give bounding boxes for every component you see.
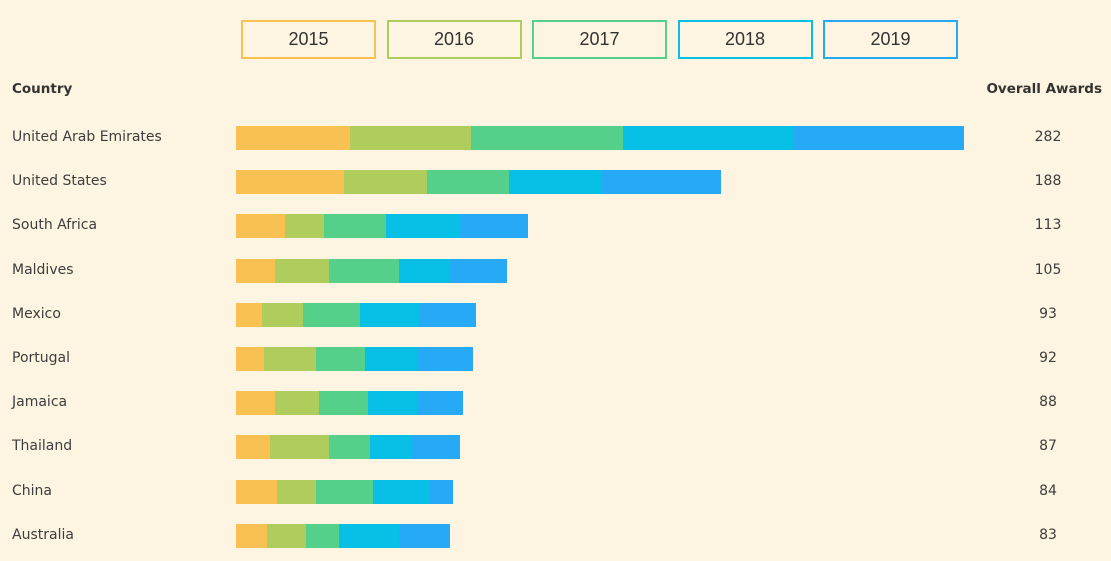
bar-segment-2019[interactable]	[419, 302, 476, 327]
bar-segment-2015[interactable]	[236, 302, 262, 327]
bar-segment-2019[interactable]	[398, 523, 451, 548]
bar-segment-2017[interactable]	[315, 479, 373, 504]
stacked-bar[interactable]	[236, 302, 476, 327]
bar-segment-2015[interactable]	[236, 126, 350, 150]
bar-segment-2019[interactable]	[450, 258, 507, 283]
stacked-bar[interactable]	[236, 435, 461, 460]
bar-segment-2015[interactable]	[236, 523, 267, 548]
bar-segment-2018[interactable]	[370, 435, 412, 460]
bar-segment-2018[interactable]	[367, 391, 417, 416]
bar-segment-2017[interactable]	[470, 126, 623, 150]
bar-segment-2017[interactable]	[426, 170, 510, 195]
bar-segment-2017[interactable]	[315, 347, 365, 371]
country-label: Mexico	[12, 305, 61, 322]
stacked-bar[interactable]	[236, 214, 528, 239]
stacked-bar[interactable]	[236, 391, 464, 416]
bar-segment-2018[interactable]	[364, 347, 417, 371]
bar-segment-2015[interactable]	[236, 435, 270, 460]
country-label: United Arab Emirates	[12, 129, 162, 145]
country-label: United States	[12, 173, 107, 190]
stacked-bar[interactable]	[236, 126, 964, 150]
overall-awards-value: 84	[1039, 482, 1057, 499]
country-label: Portugal	[12, 350, 70, 366]
overall-awards-value: 87	[1039, 438, 1057, 455]
table-row: Portugal 92	[0, 347, 1111, 371]
bar-segment-2017[interactable]	[303, 302, 360, 327]
bar-segment-2017[interactable]	[328, 435, 371, 460]
bar-segment-2016[interactable]	[344, 170, 427, 195]
bar-segment-2016[interactable]	[274, 391, 319, 416]
bar-segment-2019[interactable]	[411, 435, 461, 460]
bar-segment-2018[interactable]	[359, 302, 420, 327]
bar-segment-2018[interactable]	[372, 479, 430, 504]
table-row: Australia 83	[0, 523, 1111, 548]
bar-segment-2015[interactable]	[236, 214, 286, 239]
table-row: Mexico 93	[0, 302, 1111, 327]
bar-segment-2019[interactable]	[416, 347, 474, 371]
bar-segment-2015[interactable]	[236, 347, 265, 371]
bar-segment-2015[interactable]	[236, 391, 275, 416]
country-label: Thailand	[12, 438, 73, 455]
legend-2017-button[interactable]: 2017	[532, 20, 667, 59]
bar-segment-2018[interactable]	[622, 126, 794, 150]
bar-segment-2019[interactable]	[602, 170, 721, 195]
bar-segment-2016[interactable]	[264, 347, 316, 371]
table-row: South Africa 113	[0, 214, 1111, 239]
overall-awards-value: 188	[1034, 173, 1062, 190]
overall-awards-value: 83	[1039, 526, 1057, 543]
stacked-bar[interactable]	[236, 347, 474, 371]
bar-segment-2016[interactable]	[266, 523, 306, 548]
legend-2016-button[interactable]: 2016	[386, 20, 522, 59]
legend-2015-button[interactable]: 2015	[241, 20, 376, 59]
bar-segment-2016[interactable]	[274, 258, 329, 283]
stacked-bar[interactable]	[236, 258, 507, 283]
country-column-header: Country	[12, 81, 73, 97]
legend-2019-button[interactable]: 2019	[823, 20, 958, 59]
table-row: United States 188	[0, 170, 1111, 195]
table-row: Jamaica 88	[0, 391, 1111, 416]
bar-segment-2017[interactable]	[328, 258, 399, 283]
bar-segment-2016[interactable]	[261, 302, 304, 327]
bar-segment-2017[interactable]	[305, 523, 340, 548]
country-label: China	[12, 482, 52, 499]
country-label: Australia	[12, 526, 74, 543]
bar-segment-2017[interactable]	[323, 214, 386, 239]
country-label: South Africa	[12, 217, 98, 234]
overall-awards-value: 88	[1039, 394, 1057, 411]
bar-segment-2016[interactable]	[349, 126, 471, 150]
stacked-bar[interactable]	[236, 523, 451, 548]
table-row: United Arab Emirates 282	[0, 126, 1111, 150]
bar-segment-2018[interactable]	[509, 170, 603, 195]
table-row: Maldives 105	[0, 258, 1111, 283]
bar-segment-2018[interactable]	[385, 214, 461, 239]
overall-awards-value: 92	[1039, 350, 1057, 366]
legend: 2015 2016 2017 2018 2019	[241, 20, 969, 59]
bar-segment-2019[interactable]	[793, 126, 964, 150]
overall-awards-column-header: Overall Awards	[986, 81, 1102, 97]
bar-segment-2015[interactable]	[236, 170, 345, 195]
country-label: Jamaica	[12, 394, 68, 411]
bar-segment-2019[interactable]	[460, 214, 528, 239]
bar-segment-2018[interactable]	[339, 523, 399, 548]
bar-segment-2017[interactable]	[318, 391, 368, 416]
overall-awards-value: 93	[1039, 305, 1057, 322]
table-row: China 84	[0, 479, 1111, 504]
bar-segment-2016[interactable]	[269, 435, 329, 460]
overall-awards-value: 282	[1034, 129, 1062, 145]
stacked-bar[interactable]	[236, 479, 453, 504]
overall-awards-value: 113	[1034, 217, 1062, 234]
stacked-bar[interactable]	[236, 170, 721, 195]
bar-segment-2016[interactable]	[285, 214, 324, 239]
bar-segment-2019[interactable]	[416, 391, 464, 416]
bar-segment-2015[interactable]	[236, 479, 278, 504]
bar-segment-2019[interactable]	[429, 479, 453, 504]
bar-segment-2016[interactable]	[277, 479, 316, 504]
table-row: Thailand 87	[0, 435, 1111, 460]
country-label: Maldives	[12, 261, 74, 278]
bar-segment-2018[interactable]	[398, 258, 451, 283]
legend-2018-button[interactable]: 2018	[677, 20, 813, 59]
bar-segment-2015[interactable]	[236, 258, 275, 283]
overall-awards-value: 105	[1034, 261, 1062, 278]
